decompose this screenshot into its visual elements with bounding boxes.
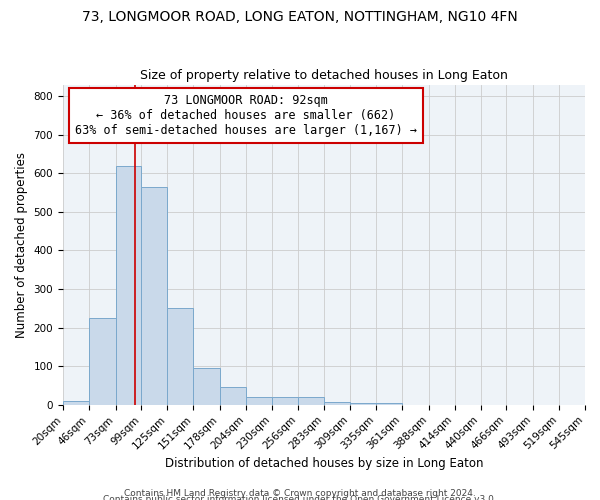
Bar [376,403,402,405]
Text: 73, LONGMOOR ROAD, LONG EATON, NOTTINGHAM, NG10 4FN: 73, LONGMOOR ROAD, LONG EATON, NOTTINGHA… [82,10,518,24]
Text: 73 LONGMOOR ROAD: 92sqm
← 36% of detached houses are smaller (662)
63% of semi-d: 73 LONGMOOR ROAD: 92sqm ← 36% of detache… [74,94,416,137]
Bar [246,397,272,405]
Bar [350,403,376,405]
Bar [167,308,193,405]
X-axis label: Distribution of detached houses by size in Long Eaton: Distribution of detached houses by size … [165,457,483,470]
Title: Size of property relative to detached houses in Long Eaton: Size of property relative to detached ho… [140,69,508,82]
Bar [89,318,116,405]
Bar [325,402,350,405]
Bar [193,368,220,405]
Bar [63,401,89,405]
Text: Contains public sector information licensed under the Open Government Licence v3: Contains public sector information licen… [103,495,497,500]
Bar [298,397,325,405]
Bar [220,388,246,405]
Bar [142,187,167,405]
Y-axis label: Number of detached properties: Number of detached properties [15,152,28,338]
Text: Contains HM Land Registry data © Crown copyright and database right 2024.: Contains HM Land Registry data © Crown c… [124,488,476,498]
Bar [272,397,298,405]
Bar [116,166,142,405]
